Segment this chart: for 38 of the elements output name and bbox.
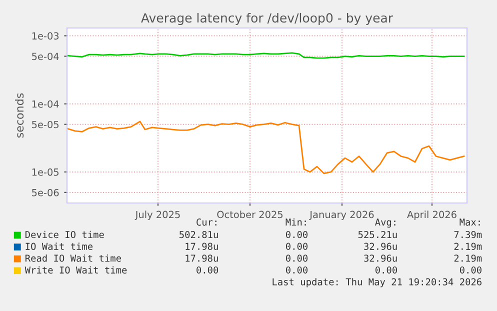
legend-label: Device IO time xyxy=(25,230,104,238)
text: 7.39m xyxy=(454,230,482,238)
text: 0.00 xyxy=(286,266,308,274)
legend-label: IO Wait time xyxy=(26,242,93,250)
text: 0.00 xyxy=(286,242,308,250)
y-tick-label: 1e-03 xyxy=(32,32,59,40)
y-tick-label: 1e-05 xyxy=(32,168,59,176)
text: 32.96u xyxy=(364,254,397,262)
text: 2.19m xyxy=(454,254,482,262)
y-tick-label: 5e-04 xyxy=(32,52,59,60)
text: 0.00 xyxy=(286,230,308,238)
text: Cur: xyxy=(196,218,216,226)
text: Max: xyxy=(460,218,480,226)
text: Avg: xyxy=(375,218,396,228)
y-tick-label: 5e-05 xyxy=(32,120,59,128)
line-series xyxy=(67,120,465,174)
y-tick-label: 5e-06 xyxy=(32,188,59,196)
legend-label: Read IO Wait time xyxy=(26,254,121,262)
text: 0.00 xyxy=(196,266,218,274)
text: 502.81u xyxy=(180,230,218,238)
y-axis-title: seconds xyxy=(15,93,24,138)
x-tick-label: October 2025 xyxy=(217,210,283,218)
x-tick-label: July 2025 xyxy=(134,210,180,220)
text: 525.21u xyxy=(358,230,397,238)
text: 17.98u xyxy=(186,242,218,250)
y-tick-label: 1e-04 xyxy=(32,100,59,108)
text: 0.00 xyxy=(375,266,397,274)
legend-label: Write IO Wait time xyxy=(24,266,127,274)
text: 0.00 xyxy=(286,254,308,262)
text: 32.96u xyxy=(364,242,397,250)
text: 17.98u xyxy=(186,254,218,262)
text: 2.19m xyxy=(454,242,482,250)
chart-title: Average latency for /dev/loop0 - by year xyxy=(141,12,394,26)
x-tick-label: April 2026 xyxy=(407,210,456,220)
text: Min: xyxy=(286,218,306,226)
x-tick-label: January 2026 xyxy=(309,210,374,220)
text: 0.00 xyxy=(460,266,482,274)
text: Last update: Thu May 21 19:20:34 2026 xyxy=(272,278,482,288)
